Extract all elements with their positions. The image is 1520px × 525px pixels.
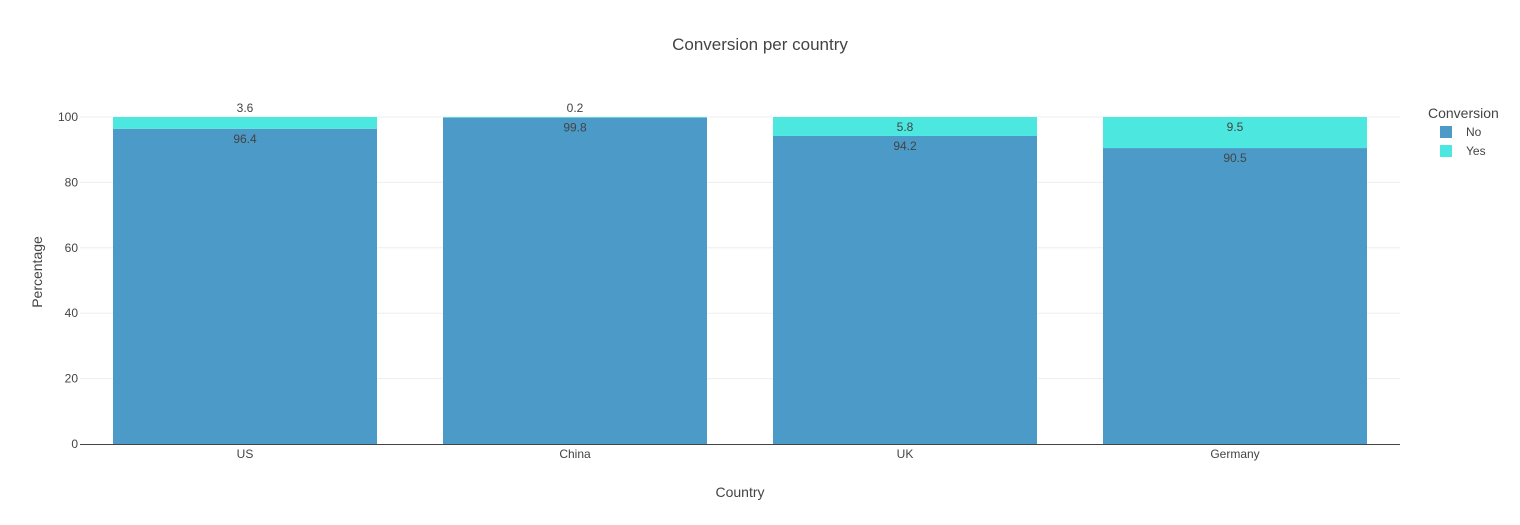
y-tick-label: 80 (65, 175, 79, 189)
y-axis: 0 20 40 60 80 100 (58, 110, 78, 451)
x-tick-label: Germany (1210, 447, 1259, 461)
data-labels: 96.4 3.6 99.8 0.2 94.2 5.8 90.5 9.5 (233, 101, 1247, 165)
y-tick-label: 100 (58, 110, 78, 124)
legend-swatch-no (1440, 126, 1452, 138)
legend-swatch-yes (1440, 145, 1452, 157)
y-tick-label: 60 (65, 241, 79, 255)
data-label: 3.6 (237, 101, 254, 115)
x-tick-label: China (559, 447, 591, 461)
data-label: 5.8 (897, 120, 914, 134)
bar-no-germany (1103, 148, 1367, 444)
data-label: 96.4 (233, 132, 257, 146)
bar-yes-uk (773, 117, 1037, 136)
y-axis-title: Percentage (29, 236, 45, 308)
bar-no-uk (773, 135, 1037, 444)
data-label: 94.2 (893, 139, 917, 153)
legend-label: No (1466, 125, 1482, 139)
data-label: 99.8 (563, 121, 587, 135)
bar-yes-china (443, 117, 707, 118)
legend-title: Conversion (1428, 105, 1499, 121)
x-tick-label: US (237, 447, 254, 461)
x-axis: US China UK Germany (80, 444, 1400, 461)
y-tick-label: 40 (65, 306, 79, 320)
data-label: 0.2 (567, 101, 584, 115)
bar-yes-us (113, 117, 377, 129)
chart-title: Conversion per country (672, 35, 848, 54)
data-label: 9.5 (1227, 120, 1244, 134)
legend-label: Yes (1466, 144, 1486, 158)
y-tick-label: 0 (71, 437, 78, 451)
bars (113, 117, 1367, 445)
x-tick-label: UK (897, 447, 914, 461)
bar-yes-germany (1103, 117, 1367, 149)
x-axis-title: Country (715, 484, 764, 500)
bar-no-us (113, 128, 377, 444)
legend: Conversion No Yes (1428, 105, 1499, 158)
y-tick-label: 20 (65, 372, 79, 386)
data-label: 90.5 (1223, 151, 1247, 165)
bar-no-china (443, 117, 707, 445)
